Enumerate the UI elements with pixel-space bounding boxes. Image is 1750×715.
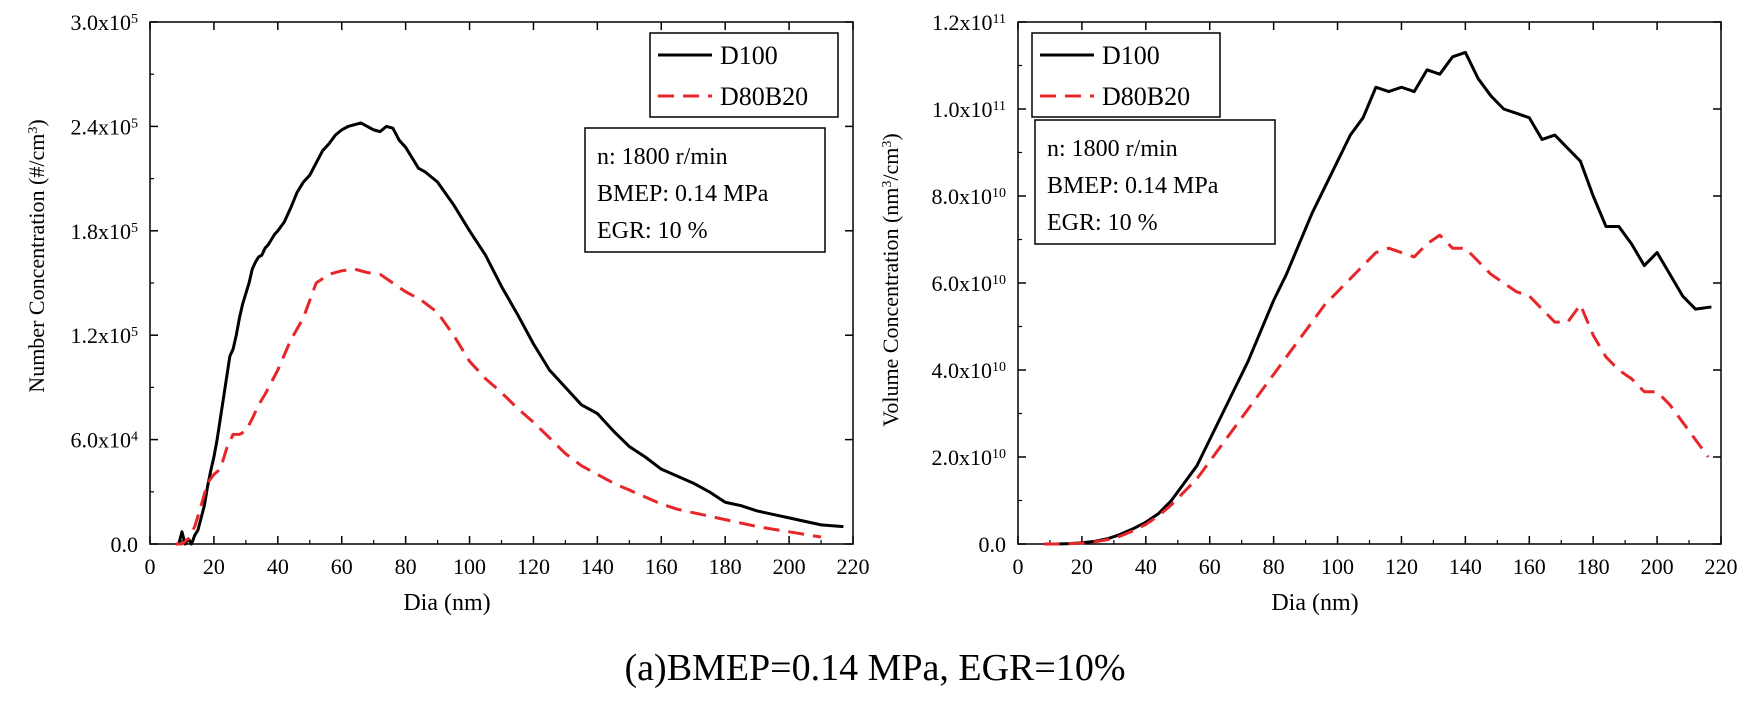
series-line-d80b20 <box>1043 233 1710 546</box>
annotation-left: n: 1800 r/min BMEP: 0.14 MPa EGR: 10 % <box>584 127 826 253</box>
x-tick-label: 40 <box>1135 554 1157 579</box>
plot-area-right: 0 20 40 60 80 100 120 140 160 180 200 220 0.0 2.0x101… <box>932 10 1738 579</box>
x-tick-label: 0 <box>145 554 156 579</box>
x-tick-label: 120 <box>517 554 550 579</box>
x-tick-label: 200 <box>1641 554 1674 579</box>
annotation-egr: EGR: 10 % <box>597 218 708 244</box>
y-tick-label: 2.0x1010 <box>932 445 1007 470</box>
legend-d80b20-label: D80B20 <box>1102 82 1190 111</box>
y-tick-label: 6.0x104 <box>71 428 139 453</box>
x-tick-label: 100 <box>1321 554 1354 579</box>
y-tick-label: 3.0x105 <box>71 10 139 35</box>
plot-area-left: 0 20 40 60 80 100 120 140 160 180 200 220 0.0 6.0x104… <box>71 10 870 579</box>
annotation-egr: EGR: 10 % <box>1047 210 1158 236</box>
x-tick-label: 140 <box>1449 554 1482 579</box>
volume-concentration-chart: Volume Concentration (nm3/cm3) Dia (nm) … <box>878 10 1738 616</box>
y-tick-label: 1.2x105 <box>71 323 139 348</box>
x-tick-label: 20 <box>203 554 225 579</box>
x-tick-label: 180 <box>1577 554 1610 579</box>
annotation-right: n: 1800 r/min BMEP: 0.14 MPa EGR: 10 % <box>1034 119 1276 245</box>
y-axis-label-left: Number Concentration (#/cm3) <box>24 119 49 392</box>
x-axis-label-right: Dia (nm) <box>1271 590 1358 616</box>
annotation-bmep: BMEP: 0.14 MPa <box>597 181 769 207</box>
number-concentration-chart: Number Concentration (#/cm3) Dia (nm) 0 2… <box>24 10 870 616</box>
legend-box <box>1031 32 1221 118</box>
x-tick-label: 60 <box>331 554 353 579</box>
series-line-d100 <box>1043 50 1712 546</box>
y-axis-label-right: Volume Concentration (nm3/cm3) <box>878 133 903 426</box>
y-tick-label: 1.8x105 <box>71 219 139 244</box>
annotation-speed: n: 1800 r/min <box>597 144 728 170</box>
annotation-box <box>584 127 826 253</box>
x-tick-label: 180 <box>709 554 742 579</box>
x-tick-label: 220 <box>837 554 870 579</box>
legend-left: D100 D80B20 <box>649 32 839 118</box>
y-tick-label: 1.0x1011 <box>932 97 1006 122</box>
legend-d80b20-label: D80B20 <box>720 82 808 111</box>
annotation-bmep: BMEP: 0.14 MPa <box>1047 173 1219 199</box>
x-tick-label: 160 <box>645 554 678 579</box>
y-tick-label: 8.0x1010 <box>932 184 1007 209</box>
y-tick-label: 0.0 <box>979 532 1007 557</box>
x-axis-label-left: Dia (nm) <box>403 590 490 616</box>
x-tick-label: 160 <box>1513 554 1546 579</box>
x-tick-label: 80 <box>1263 554 1285 579</box>
x-tick-label: 20 <box>1071 554 1093 579</box>
y-tick-label: 2.4x105 <box>71 114 139 139</box>
legend-d100-label: D100 <box>1102 41 1160 70</box>
x-tick-label: 100 <box>453 554 486 579</box>
annotation-box <box>1034 119 1276 245</box>
y-tick-label: 0.0 <box>111 532 139 557</box>
x-tick-label: 40 <box>267 554 289 579</box>
y-tick-label: 1.2x1011 <box>932 10 1006 35</box>
y-tick-label: 6.0x1010 <box>932 271 1007 296</box>
x-tick-label: 0 <box>1013 554 1024 579</box>
legend-d100-label: D100 <box>720 41 778 70</box>
x-tick-label: 80 <box>395 554 417 579</box>
legend-right: D100 D80B20 <box>1031 32 1221 118</box>
x-tick-label: 60 <box>1199 554 1221 579</box>
x-tick-label: 200 <box>773 554 806 579</box>
series-line-d80b20 <box>175 267 822 546</box>
y-tick-label: 4.0x1010 <box>932 358 1007 383</box>
figure-caption: (a)BMEP=0.14 MPa, EGR=10% <box>624 647 1126 689</box>
x-tick-label: 140 <box>581 554 614 579</box>
annotation-speed: n: 1800 r/min <box>1047 136 1178 162</box>
series-line-d100 <box>175 121 844 546</box>
x-tick-label: 120 <box>1385 554 1418 579</box>
x-tick-label: 220 <box>1705 554 1738 579</box>
legend-box <box>649 32 839 118</box>
